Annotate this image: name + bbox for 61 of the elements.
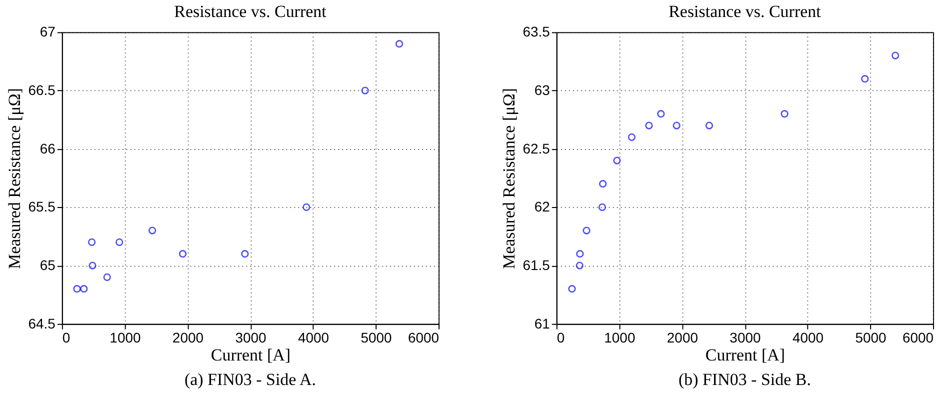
y-tick-label: 64.5: [28, 315, 56, 332]
x-tick-label: 2000: [666, 329, 698, 346]
chart-title: Resistance vs. Current: [174, 2, 327, 22]
y-tick-label: 66: [40, 140, 56, 156]
point: [598, 203, 606, 211]
point: [705, 122, 714, 130]
point: [576, 250, 584, 258]
x-tick-label: 3000: [235, 329, 267, 346]
point: [73, 285, 81, 293]
y-tick-label: 62: [534, 198, 550, 215]
x-tick-label: 2000: [172, 329, 204, 346]
point: [672, 122, 680, 130]
x-tick-label: 5000: [855, 329, 887, 346]
point: [628, 133, 636, 141]
y-tick-label: 63: [534, 82, 550, 98]
y-tick-label: 63.5: [522, 24, 550, 40]
point: [396, 40, 404, 48]
y-axis-title: Measured Resistance [μΩ]: [5, 88, 24, 270]
chart-title: Resistance vs. Current: [668, 2, 822, 22]
y-tick-label: 61: [534, 315, 550, 332]
point: [780, 110, 788, 118]
text: (b) FIN03 - Side B.: [678, 370, 811, 389]
x-axis-title: Current [A]: [210, 345, 291, 364]
point: [361, 86, 369, 94]
y-axis-title: Measured Resistance [μΩ]: [500, 88, 519, 270]
y-tick-label: 65: [40, 257, 56, 274]
point: [80, 285, 88, 293]
y-tick-label: 66.5: [28, 82, 56, 98]
x-tick-label: 1000: [110, 329, 141, 346]
x-tick-label: 0: [556, 329, 565, 346]
point: [599, 180, 607, 188]
point: [178, 250, 187, 258]
x-tick-label: 4000: [792, 329, 824, 346]
x-tick-label: 6000: [408, 329, 440, 346]
text: (a) FIN03 - Side A.: [184, 370, 316, 389]
point: [645, 122, 653, 130]
point: [148, 226, 156, 234]
point: [116, 238, 124, 246]
x-tick-label: 5000: [360, 329, 392, 346]
point: [568, 285, 576, 293]
y-tick-label: 62.5: [522, 140, 550, 156]
point: [88, 238, 96, 246]
y-tick-label: 65.5: [28, 198, 56, 215]
point: [861, 75, 869, 83]
x-tick-label: 0: [62, 329, 70, 346]
x-tick-label: 1000: [604, 329, 636, 346]
x-tick-label: 3000: [730, 329, 761, 346]
point: [241, 250, 249, 258]
point: [576, 262, 584, 270]
point: [302, 203, 310, 211]
y-tick-label: 61.5: [522, 257, 550, 274]
point: [657, 110, 665, 118]
point: [613, 156, 621, 164]
point: [582, 226, 590, 234]
x-tick-label: 6000: [902, 329, 934, 346]
x-axis-title: Current [A]: [705, 345, 786, 364]
point: [103, 273, 111, 281]
y-tick-label: 67: [40, 24, 56, 40]
x-tick-label: 4000: [298, 329, 330, 346]
point: [892, 52, 900, 60]
point: [88, 262, 96, 270]
